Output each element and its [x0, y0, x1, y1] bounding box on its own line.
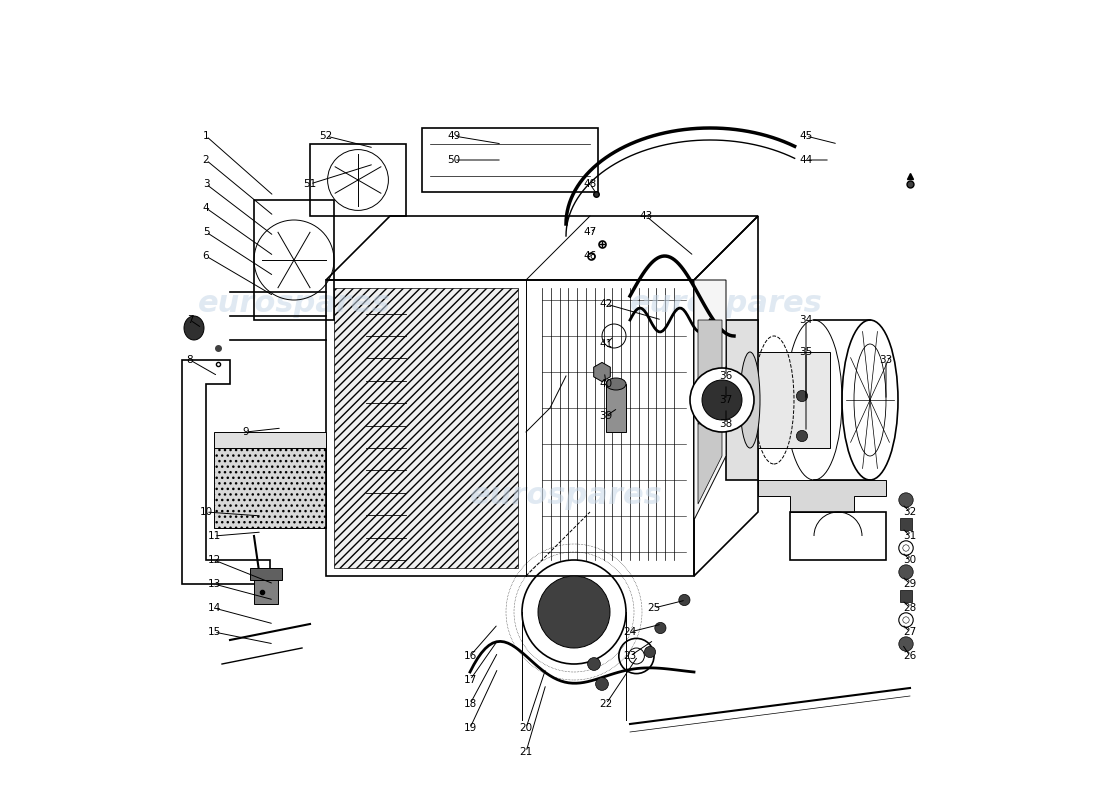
Circle shape	[903, 617, 910, 623]
Polygon shape	[254, 580, 278, 604]
Text: 6: 6	[202, 251, 209, 261]
Polygon shape	[900, 590, 912, 602]
Text: 2: 2	[202, 155, 209, 165]
Text: 16: 16	[463, 651, 476, 661]
Text: 15: 15	[208, 627, 221, 637]
Circle shape	[690, 368, 754, 432]
Text: 4: 4	[202, 203, 209, 213]
Text: 34: 34	[800, 315, 813, 325]
Text: 40: 40	[600, 379, 613, 389]
Text: 37: 37	[719, 395, 733, 405]
Text: 24: 24	[624, 627, 637, 637]
Text: 42: 42	[600, 299, 613, 309]
Text: 38: 38	[719, 419, 733, 429]
Text: 29: 29	[903, 579, 916, 589]
Text: 18: 18	[463, 699, 476, 709]
Polygon shape	[726, 320, 758, 480]
Text: 27: 27	[903, 627, 916, 637]
Text: 26: 26	[903, 651, 916, 661]
Text: 10: 10	[199, 507, 212, 517]
Circle shape	[679, 594, 690, 606]
Text: 48: 48	[583, 179, 596, 189]
Polygon shape	[214, 448, 326, 528]
Text: 31: 31	[903, 531, 916, 541]
Polygon shape	[250, 568, 282, 580]
Text: 14: 14	[208, 603, 221, 613]
Text: 49: 49	[448, 131, 461, 141]
Text: 7: 7	[187, 315, 194, 325]
Text: 5: 5	[202, 227, 209, 237]
Text: 11: 11	[208, 531, 221, 541]
Text: 20: 20	[519, 723, 532, 733]
Text: 51: 51	[304, 179, 317, 189]
Circle shape	[903, 545, 910, 551]
Polygon shape	[750, 352, 830, 448]
Text: 46: 46	[583, 251, 596, 261]
Circle shape	[796, 390, 807, 402]
Text: 52: 52	[319, 131, 332, 141]
Circle shape	[702, 380, 743, 420]
Text: eurospares: eurospares	[470, 482, 662, 510]
Text: 3: 3	[202, 179, 209, 189]
Text: 19: 19	[463, 723, 476, 733]
Text: 30: 30	[903, 555, 916, 565]
Ellipse shape	[740, 352, 760, 448]
Text: 8: 8	[187, 355, 194, 365]
Polygon shape	[694, 280, 726, 520]
Text: 9: 9	[243, 427, 250, 437]
Circle shape	[654, 622, 666, 634]
Circle shape	[538, 576, 610, 648]
Text: 41: 41	[600, 339, 613, 349]
Circle shape	[899, 493, 913, 507]
Circle shape	[587, 658, 601, 670]
Text: 13: 13	[208, 579, 221, 589]
Text: 36: 36	[719, 371, 733, 381]
Text: 39: 39	[600, 411, 613, 421]
Text: 28: 28	[903, 603, 916, 613]
Text: 12: 12	[208, 555, 221, 565]
Text: 45: 45	[800, 131, 813, 141]
Polygon shape	[334, 288, 518, 568]
Text: 22: 22	[600, 699, 613, 709]
Text: 25: 25	[648, 603, 661, 613]
Polygon shape	[698, 424, 722, 504]
Text: 47: 47	[583, 227, 596, 237]
Polygon shape	[594, 362, 610, 382]
Polygon shape	[214, 432, 326, 448]
Polygon shape	[698, 320, 722, 424]
Text: 43: 43	[639, 211, 652, 221]
Circle shape	[595, 678, 608, 690]
Circle shape	[899, 565, 913, 579]
Ellipse shape	[606, 378, 626, 390]
Circle shape	[796, 430, 807, 442]
Circle shape	[628, 648, 645, 664]
Ellipse shape	[184, 316, 204, 340]
Text: 17: 17	[463, 675, 476, 685]
Polygon shape	[606, 384, 626, 432]
Text: 44: 44	[800, 155, 813, 165]
Text: 1: 1	[202, 131, 209, 141]
Circle shape	[899, 637, 913, 651]
Circle shape	[645, 646, 656, 658]
Text: 23: 23	[624, 651, 637, 661]
Text: eurospares: eurospares	[198, 290, 390, 318]
Text: 50: 50	[448, 155, 461, 165]
Text: 33: 33	[879, 355, 892, 365]
Text: 21: 21	[519, 747, 532, 757]
Polygon shape	[758, 480, 886, 512]
Text: 32: 32	[903, 507, 916, 517]
Text: eurospares: eurospares	[629, 290, 823, 318]
Text: 35: 35	[800, 347, 813, 357]
Polygon shape	[900, 518, 912, 530]
